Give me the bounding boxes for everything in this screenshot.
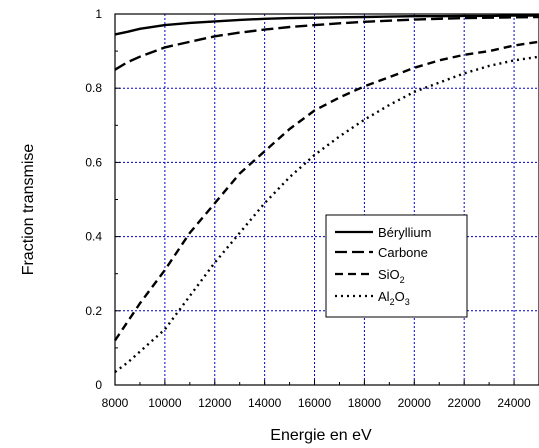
legend-label-2: SiO2	[378, 267, 405, 285]
series-group	[114, 14, 539, 373]
y-tick-label: 0	[95, 378, 102, 392]
series-line-1	[114, 15, 539, 71]
legend-label-part: 2	[390, 297, 395, 307]
legend-label-part: Al	[378, 289, 390, 304]
y-tick-label: 0.4	[85, 230, 102, 244]
y-tick-label: 0.6	[85, 155, 102, 169]
x-tick-label: 10000	[148, 396, 182, 410]
legend-label-part: O	[395, 289, 405, 304]
y-tick-label: 1	[95, 7, 102, 21]
series-line-0	[114, 14, 539, 36]
x-tick-label: 8000	[102, 396, 129, 410]
legend-label-part: 3	[405, 297, 410, 307]
legend-label-1: Carbone	[378, 245, 428, 260]
legend-box	[325, 214, 468, 318]
legend-label-sub: 2	[400, 275, 405, 285]
legend-label-main: SiO	[378, 267, 400, 282]
x-tick-label: 22000	[447, 396, 481, 410]
x-tick-label: 12000	[198, 396, 232, 410]
series-line-2	[114, 40, 539, 342]
legend-label-3: Al2O3	[378, 289, 410, 307]
y-axis-label: Fraction transmise	[20, 144, 37, 276]
x-axis-label: Energie en eV	[270, 427, 372, 444]
y-tick-label: 0.8	[85, 81, 102, 95]
legend-label-0: Béryllium	[378, 225, 431, 240]
x-tick-label: 18000	[348, 396, 382, 410]
x-tick-label: 20000	[398, 396, 432, 410]
axis-ticks: 8000 10000 12000 14000 16000 18000 20000 22000 2…	[85, 7, 531, 410]
y-tick-label: 0.2	[85, 304, 102, 318]
x-tick-label: 24000	[497, 396, 531, 410]
x-tick-label: 14000	[248, 396, 282, 410]
x-tick-label: 16000	[298, 396, 332, 410]
series-line-3	[114, 55, 539, 373]
